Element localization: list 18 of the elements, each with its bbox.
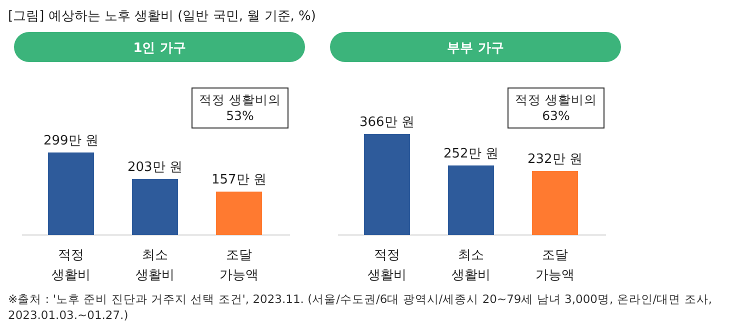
x-tick-label: 최소 생활비 (136, 248, 174, 283)
x-tick-label: 조달 가능액 (536, 248, 574, 283)
text: 적정 생활비의 53% (199, 92, 281, 123)
data-label: 366만 원 (360, 115, 414, 130)
chart-subtitle: 1인 가구 (133, 41, 186, 56)
chart-subtitle: 부부 가구 (447, 41, 504, 56)
x-tick-label: 조달 가능액 (220, 248, 258, 283)
data-label: 252만 원 (444, 146, 498, 162)
chart-title: [그림] 예상하는 노후 생활비 (일반 국민, 월 기준, %) (8, 8, 316, 25)
x-tick-label: 적정 생활비 (52, 248, 90, 283)
data-label: 299만 원 (44, 133, 98, 148)
data-label: 157만 원 (212, 172, 266, 188)
text: ※출처 : '노후 준비 진단과 거주지 선택 조건', 2023.11. (서울/수도권/6대 광역시/세종시 20~79세 남녀 3,000명, 온라인/대면 조사, 2023.01.03.~01.27.) (8, 291, 713, 323)
x-tick-label: 최소 생활비 (452, 248, 490, 283)
data-label: 203만 원 (128, 160, 182, 175)
data-label: 232만 원 (528, 152, 582, 167)
text: 적정 생활비의 63% (515, 92, 597, 123)
x-tick-label: 적정 생활비 (368, 248, 406, 283)
